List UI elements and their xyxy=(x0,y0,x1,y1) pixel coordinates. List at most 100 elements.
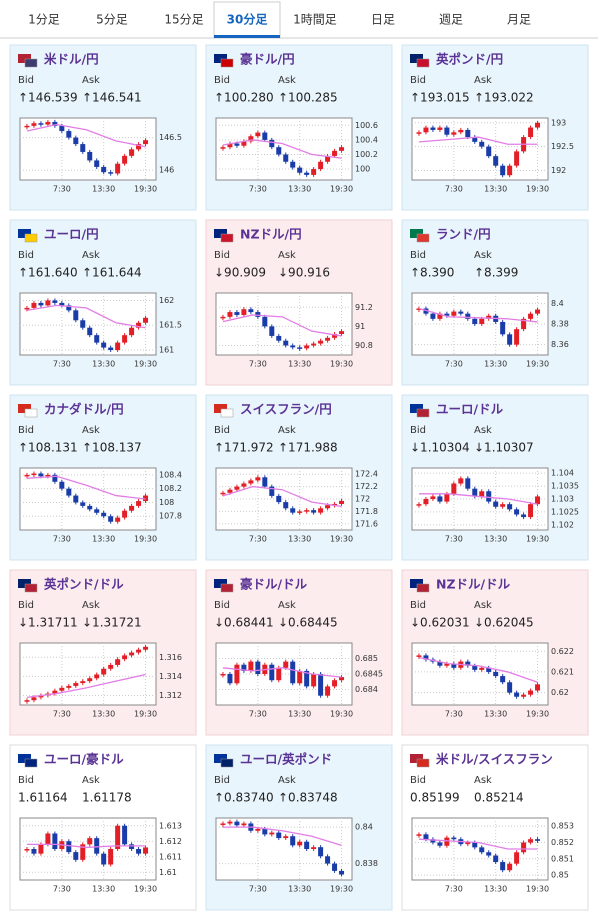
candle xyxy=(73,495,79,503)
pair-name[interactable]: 米ドル/スイスフラン xyxy=(435,752,553,767)
ask-label: Ask xyxy=(278,425,296,436)
y-tick-label: 1.1025 xyxy=(551,507,579,516)
pair-name[interactable]: ユーロ/円 xyxy=(44,227,99,242)
bid-value: ↑0.83740 xyxy=(214,791,274,805)
candle xyxy=(521,318,527,330)
candle xyxy=(535,496,541,505)
flag xyxy=(410,404,423,413)
candle xyxy=(24,700,30,702)
candle xyxy=(528,313,534,319)
bid-value: ↑8.390 xyxy=(410,266,454,280)
x-tick-label: 13:30 xyxy=(484,185,507,194)
candle xyxy=(290,661,296,684)
candle xyxy=(143,317,149,323)
x-tick-label: 13:30 xyxy=(484,360,507,369)
pair-name[interactable]: NZドル/円 xyxy=(240,227,302,242)
candle xyxy=(80,320,86,328)
candle xyxy=(227,312,233,317)
pair-name[interactable]: 英ポンド/ドル xyxy=(44,577,124,592)
tab[interactable]: 日足 xyxy=(371,13,395,27)
pair-name[interactable]: カナダドル/円 xyxy=(44,402,124,417)
tab[interactable]: 週足 xyxy=(439,13,463,27)
pair-name[interactable]: ユーロ/豪ドル xyxy=(44,752,124,767)
pair-name[interactable]: ランド/円 xyxy=(436,227,491,242)
candle xyxy=(528,690,534,695)
candle xyxy=(283,502,289,509)
candle xyxy=(500,321,506,335)
candle xyxy=(45,833,51,845)
x-tick-label: 13:30 xyxy=(484,885,507,894)
candle xyxy=(73,852,79,860)
candle xyxy=(507,504,513,510)
bid-value: 1.61164 xyxy=(18,791,68,805)
candle xyxy=(31,473,37,476)
candle xyxy=(283,836,289,839)
pair-name[interactable]: 豪ドル/ドル xyxy=(240,577,308,592)
candle xyxy=(465,478,471,489)
x-tick-label: 7:30 xyxy=(53,710,71,719)
y-tick-label: 0.84 xyxy=(355,823,373,832)
flag xyxy=(214,229,227,238)
candle xyxy=(451,837,457,840)
moving-average xyxy=(222,485,342,508)
tab[interactable]: 月足 xyxy=(507,13,531,27)
candle xyxy=(115,163,121,174)
candle xyxy=(80,844,86,860)
candle xyxy=(115,517,121,522)
candle xyxy=(101,853,107,865)
bid-value: ↑171.972 xyxy=(214,441,274,455)
candle xyxy=(66,488,72,496)
candle xyxy=(493,671,499,677)
candle xyxy=(514,151,520,166)
chart-bg xyxy=(215,467,353,531)
pair-name[interactable]: ユーロ/ドル xyxy=(436,402,504,417)
candle xyxy=(269,326,275,336)
tab[interactable]: 15分足 xyxy=(164,13,203,27)
moving-average xyxy=(26,123,146,148)
pair-name[interactable]: 英ポンド/円 xyxy=(436,52,503,67)
candle xyxy=(500,862,506,871)
candle xyxy=(514,852,520,864)
ask-value: ↓1.31721 xyxy=(82,616,142,630)
tab[interactable]: 1時間足 xyxy=(293,13,337,27)
flag xyxy=(214,404,227,413)
pair-name[interactable]: NZドル/ドル xyxy=(436,577,511,592)
y-tick-label: 1.103 xyxy=(551,495,574,504)
moving-average xyxy=(418,307,538,323)
pair-name[interactable]: スイスフラン/円 xyxy=(240,402,332,417)
ask-value: ↑8.399 xyxy=(474,266,518,280)
ask-label: Ask xyxy=(82,425,100,436)
candle xyxy=(297,167,303,173)
candle xyxy=(87,678,93,682)
candle xyxy=(472,488,478,497)
candle xyxy=(325,856,331,864)
candle xyxy=(227,674,233,684)
candle xyxy=(507,682,513,693)
bid-label: Bid xyxy=(410,775,426,786)
candle xyxy=(318,340,324,344)
candle xyxy=(38,695,44,698)
candle xyxy=(115,825,121,849)
tab[interactable]: 5分足 xyxy=(96,13,128,27)
candle xyxy=(514,509,520,515)
candle xyxy=(297,841,303,846)
candle xyxy=(129,652,135,656)
candle xyxy=(108,172,114,174)
tab[interactable]: 30分足 xyxy=(227,12,268,27)
candle xyxy=(269,139,275,148)
candle xyxy=(31,123,37,126)
ask-label: Ask xyxy=(82,775,100,786)
candle xyxy=(339,870,345,875)
pair-name[interactable]: ユーロ/英ポンド xyxy=(240,752,332,767)
candle xyxy=(486,146,492,157)
candle xyxy=(136,649,142,653)
candle xyxy=(87,505,93,510)
tab[interactable]: 1分足 xyxy=(28,13,60,27)
pair-name[interactable]: 米ドル/円 xyxy=(43,52,99,67)
pair-name[interactable]: 豪ドル/円 xyxy=(240,52,295,67)
candle xyxy=(241,664,247,671)
moving-average xyxy=(418,838,538,850)
candle xyxy=(444,663,450,666)
candle xyxy=(318,847,324,857)
candle xyxy=(122,655,128,660)
